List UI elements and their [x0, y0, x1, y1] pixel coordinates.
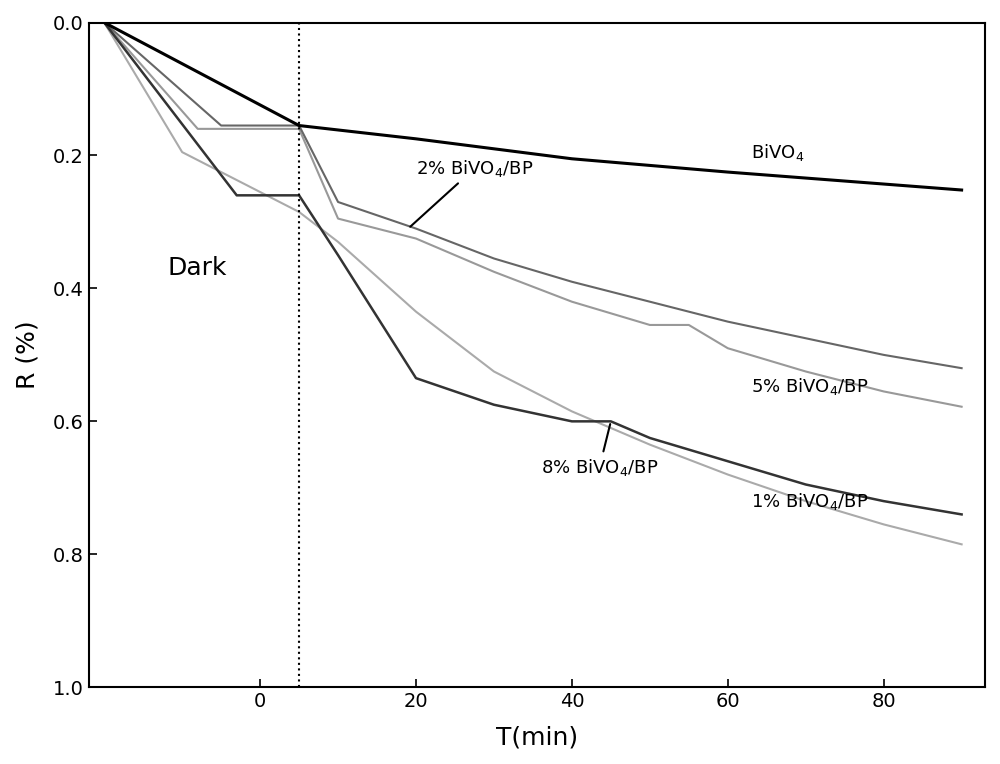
Text: BiVO$_4$: BiVO$_4$: [751, 141, 804, 163]
Text: 8% BiVO$_4$/BP: 8% BiVO$_4$/BP: [541, 424, 658, 478]
Y-axis label: R (%): R (%): [15, 321, 39, 389]
X-axis label: T(min): T(min): [496, 725, 578, 749]
Text: 5% BiVO$_4$/BP: 5% BiVO$_4$/BP: [751, 377, 869, 397]
Text: 2% BiVO$_4$/BP: 2% BiVO$_4$/BP: [410, 157, 533, 227]
Text: Dark: Dark: [168, 257, 227, 280]
Text: 1% BiVO$_4$/BP: 1% BiVO$_4$/BP: [751, 490, 869, 512]
